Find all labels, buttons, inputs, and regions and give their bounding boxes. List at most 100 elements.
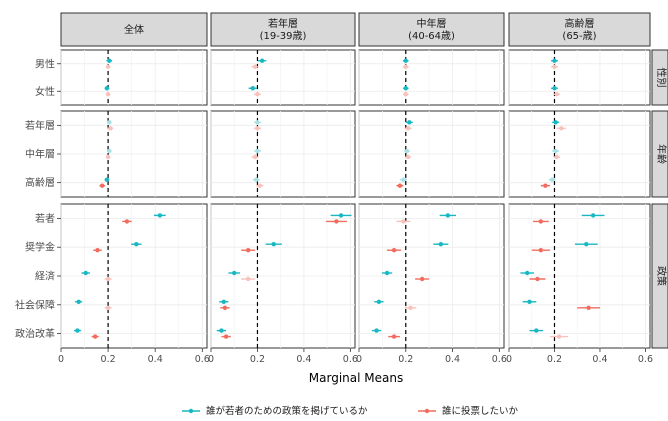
y-tick-label: 奨学金 (25, 241, 55, 254)
point-marker (107, 120, 112, 125)
legend-label: 誰が若者のための政策を掲げているか (206, 405, 368, 417)
data-point (105, 64, 111, 69)
point-marker (524, 270, 530, 276)
row-strip (651, 110, 668, 198)
facet-strip-label: 若年層(19-39歳) (260, 17, 307, 42)
point-marker (552, 64, 557, 69)
facet-panel (358, 110, 505, 198)
data-point (581, 213, 605, 218)
point-marker (75, 328, 80, 333)
point-marker (245, 248, 251, 253)
data-point (520, 270, 535, 276)
facet-panel (210, 110, 356, 198)
x-tick-label: 0.6 (343, 354, 358, 365)
data-point (91, 334, 99, 339)
point-marker (397, 183, 403, 188)
data-point (241, 276, 256, 282)
legend-item: 誰に投票したいか (418, 405, 519, 417)
data-point (439, 213, 457, 218)
point-marker (554, 92, 559, 97)
data-point (404, 305, 417, 310)
data-point (404, 148, 410, 154)
data-point (405, 154, 411, 160)
point-marker (105, 154, 111, 160)
x-tick-label: 0.4 (296, 354, 311, 365)
facet-panel (358, 49, 505, 106)
point-marker (559, 126, 564, 131)
point-marker (401, 219, 406, 224)
point-marker (445, 213, 451, 218)
point-marker (232, 270, 237, 276)
point-marker (134, 242, 139, 247)
point-marker (76, 299, 81, 304)
data-point (104, 86, 110, 91)
data-point (253, 92, 261, 97)
point-marker (553, 120, 558, 125)
data-point (221, 334, 231, 339)
point-marker (107, 58, 112, 63)
point-marker (384, 270, 390, 276)
data-point (577, 305, 600, 310)
data-point (104, 177, 110, 182)
data-point (532, 219, 549, 224)
point-marker (553, 148, 558, 154)
data-point (256, 183, 264, 188)
data-point (106, 120, 112, 125)
x-tick-label: 0.4 (445, 354, 460, 365)
data-point (251, 64, 259, 69)
row-strip-label: 年齢 (655, 144, 668, 164)
y-tick-label: 若年層 (25, 119, 55, 132)
point-marker (403, 92, 408, 97)
point-marker (219, 328, 224, 333)
facet-strip-label: 高齢層(65-歳) (562, 17, 596, 42)
point-marker (538, 219, 544, 224)
data-point (551, 86, 558, 91)
x-tick-label: 0 (208, 354, 214, 365)
row-strip-label: 性別 (655, 68, 668, 88)
y-tick-label: 女性 (35, 85, 55, 98)
x-tick-label: 0 (356, 354, 362, 365)
point-marker (105, 92, 111, 97)
data-point (553, 92, 561, 97)
data-point (396, 219, 411, 224)
data-point (548, 177, 556, 182)
legend-label: 誰に投票したいか (442, 405, 519, 417)
x-tick-label: 0.2 (101, 354, 116, 365)
facet-panel (60, 203, 208, 349)
point-marker (408, 305, 413, 310)
data-point (552, 120, 560, 125)
point-marker (95, 248, 100, 253)
point-marker (104, 177, 110, 182)
point-marker (338, 213, 344, 218)
point-marker (419, 276, 425, 282)
point-marker (157, 213, 163, 218)
facet-panel (358, 203, 505, 349)
data-point (107, 126, 114, 131)
data-point (552, 148, 560, 154)
data-point (531, 248, 550, 253)
data-point (433, 242, 449, 247)
x-tick-label: 0.4 (148, 354, 163, 365)
point-marker (100, 183, 105, 188)
data-point (529, 328, 544, 333)
y-tick-label: 政治改革 (15, 327, 55, 340)
data-point (330, 213, 352, 218)
data-point (405, 120, 413, 125)
point-marker (403, 64, 408, 69)
point-marker (221, 299, 226, 304)
data-point (522, 299, 537, 304)
point-marker (334, 219, 339, 224)
point-marker (108, 126, 113, 131)
panel-border (60, 49, 208, 106)
y-tick-label: 男性 (35, 57, 55, 70)
panel-border (358, 49, 505, 106)
data-point (371, 328, 382, 333)
data-point (81, 270, 90, 276)
point-marker (407, 120, 412, 125)
point-marker (538, 248, 544, 253)
point-marker (376, 299, 382, 304)
point-marker (104, 86, 110, 91)
point-marker (259, 58, 265, 63)
facet-strip (210, 12, 356, 47)
point-marker (107, 148, 112, 154)
